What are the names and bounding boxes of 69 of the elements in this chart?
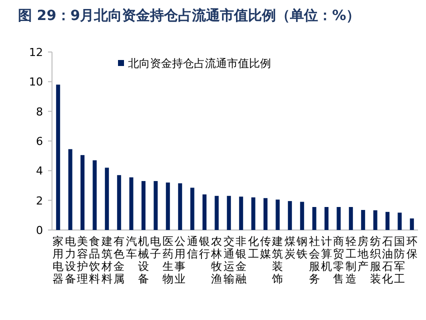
x-tick-label: 化工 [248,235,259,260]
bar [104,168,109,230]
y-tick-label: 0 [36,224,43,237]
x-tick-label: 轻工制造 [345,235,356,286]
bar [190,188,194,230]
x-tick-label: 电力设备 [64,235,76,286]
x-tick-label: 非银金融 [234,235,247,286]
bar [166,182,170,230]
y-tick-label: 2 [36,194,43,208]
chart-title: 图 29：9月北向资金持仓占流通市值比例（单位：%） [18,7,360,24]
bar [154,181,158,230]
x-tick-label: 机械设备 [138,235,149,286]
x-tick-label: 通信 [186,235,198,260]
bar [117,175,122,230]
y-tick-label: 12 [29,46,43,59]
x-tick-label: 煤炭 [284,235,296,260]
x-tick-label: 建筑材料 [100,235,112,286]
bar [324,207,328,230]
y-tick-label: 6 [36,135,43,148]
x-tick-label: 钢铁 [296,235,308,260]
x-tick-label: 汽车 [126,235,137,260]
bar [178,183,182,230]
y-tick-label: 8 [36,105,43,118]
x-tick-label: 食品饮料 [88,235,100,286]
bar [410,218,414,230]
x-tick-label: 环保 [406,235,418,260]
bar [80,155,84,230]
x-tick-label: 石油石化 [382,235,393,286]
x-tick-label: 纺织服装 [370,235,381,286]
bar [251,197,256,230]
bar [56,84,60,230]
bar [288,201,292,230]
bar [276,200,280,230]
x-tick-label: 电子 [150,235,162,260]
bar [264,198,268,230]
x-tick-label: 家用电器 [52,235,64,286]
bar [300,202,304,230]
bar [226,196,231,230]
bar [142,181,146,230]
legend-label: 北向资金持仓占流通市值比例 [128,57,271,70]
x-tick-label: 建筑装饰 [271,235,284,286]
x-tick-label: 房地产 [356,235,369,273]
bar [336,207,341,230]
y-tick-label: 4 [36,164,43,178]
x-tick-label: 有色金属 [114,235,125,286]
x-tick-label: 公用事业 [174,235,186,286]
y-tick-label: 10 [29,76,43,89]
bar [92,160,97,230]
bar [68,149,72,230]
x-tick-label: 传媒 [260,235,271,260]
x-tick-label: 商贸零售 [333,235,344,286]
bar [202,194,206,230]
x-tick-label: 社会服务 [308,235,320,286]
x-tick-label: 农林牧渔 [210,235,222,286]
bar [386,212,390,230]
bar [361,210,366,230]
x-tick-label: 美容护理 [76,235,88,286]
x-tick-label: 国防军工 [394,235,406,286]
bar [129,177,134,230]
bar [348,207,353,230]
bar [373,210,378,230]
bar [239,196,244,230]
x-tick-label: 计算机 [321,235,332,273]
bar [312,207,316,230]
bar [398,212,402,230]
x-tick-label: 医药生物 [162,235,174,286]
x-tick-label: 银行 [198,235,210,260]
bar [214,196,219,230]
x-tick-label: 交通运输 [223,235,234,286]
